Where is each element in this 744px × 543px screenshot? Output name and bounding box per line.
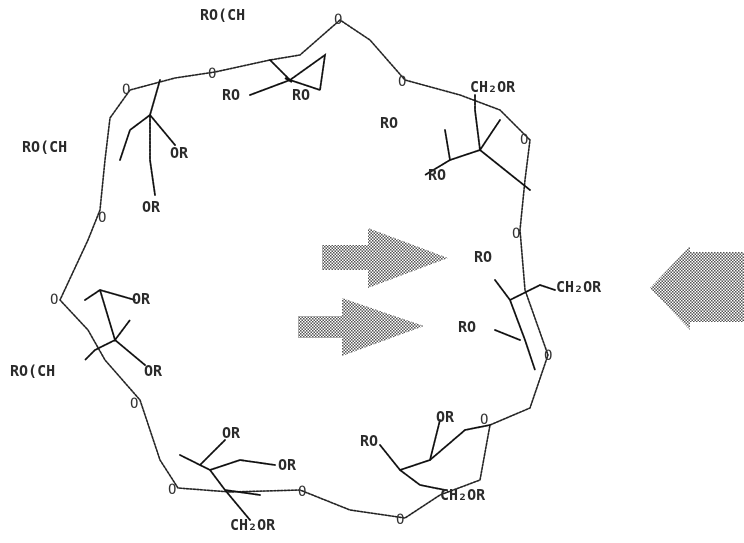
label-left-or2: OR bbox=[142, 198, 161, 216]
label-top-ro2: RO bbox=[292, 86, 310, 104]
label-upper-right-ro2: RO bbox=[428, 166, 446, 184]
arrow-lower-right bbox=[298, 298, 424, 356]
oxygen-14: O bbox=[396, 512, 404, 528]
oxygen-5: O bbox=[520, 132, 528, 148]
oxygen-7: O bbox=[512, 226, 520, 242]
oxygen-13: O bbox=[298, 484, 306, 500]
label-left-or1: OR bbox=[170, 144, 189, 162]
label-top-ro1: RO bbox=[222, 86, 240, 104]
label-bottom-right-sub: CH₂OR bbox=[440, 486, 486, 504]
label-mid-left-or1: OR bbox=[132, 290, 151, 308]
label-left-sub: RO(CH bbox=[22, 138, 67, 156]
oxygen-1: O bbox=[334, 12, 342, 28]
oxygen-8: O bbox=[50, 292, 58, 308]
label-bottom-or3: OR bbox=[436, 408, 455, 426]
oxygen-10: O bbox=[130, 396, 138, 412]
label-bottom-left-sub: CH₂OR bbox=[230, 516, 276, 534]
glucose-bonds bbox=[85, 55, 555, 520]
label-right-ro2: RO bbox=[458, 318, 476, 336]
arrow-left-edge bbox=[650, 246, 744, 330]
label-right-sub: CH₂OR bbox=[556, 278, 602, 296]
oxygen-2: O bbox=[208, 66, 216, 82]
oxygen-11: O bbox=[480, 412, 488, 428]
label-bottom-or1: OR bbox=[222, 424, 241, 442]
oxygen-12: O bbox=[168, 482, 176, 498]
arrow-upper-right bbox=[322, 228, 448, 288]
substituent-labels: RO(CH RO RO CH₂OR RO RO RO(CH OR OR OR R… bbox=[10, 6, 602, 534]
oxygen-6: O bbox=[98, 210, 106, 226]
oxygen-3: O bbox=[122, 82, 130, 98]
label-bottom-or2: OR bbox=[278, 456, 297, 474]
label-upper-right-ro1: RO bbox=[380, 114, 398, 132]
oxygen-9: O bbox=[544, 348, 552, 364]
label-top-right-sub: CH₂OR bbox=[470, 78, 516, 96]
label-top-left-sub: RO(CH bbox=[200, 6, 245, 24]
label-right-ro1: RO bbox=[474, 248, 492, 266]
oxygen-4: O bbox=[398, 74, 406, 90]
label-mid-left-or2: OR bbox=[144, 362, 163, 380]
label-mid-left-sub: RO(CH bbox=[10, 362, 55, 380]
label-bottom-ro: RO bbox=[360, 432, 378, 450]
